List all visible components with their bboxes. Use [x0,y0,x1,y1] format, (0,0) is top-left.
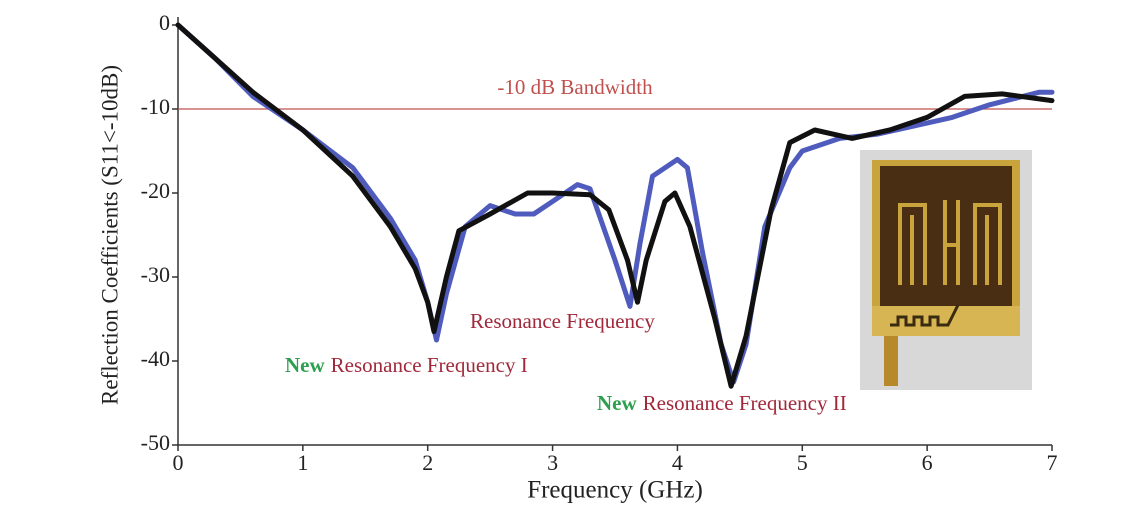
annotation-part: Resonance Frequency I [331,353,528,377]
y-axis-label: Reflection Coefficients (S11<-10dB) [97,65,122,405]
inset-photo [860,150,1032,390]
y-tick-label: -50 [141,430,170,455]
y-tick-label: -20 [141,178,170,203]
y-tick-label: 0 [159,10,170,35]
x-tick-label: 6 [922,450,933,475]
reference-label: -10 dB Bandwidth [497,75,653,99]
y-tick-label: -40 [141,346,170,371]
annotation: New Resonance Frequency II [597,391,847,415]
x-tick-label: 2 [422,450,433,475]
slots [898,200,1002,285]
x-tick-label: 7 [1047,450,1058,475]
annotation: Resonance Frequency [470,309,655,333]
x-tick-label: 4 [672,450,683,475]
x-tick-label: 0 [173,450,184,475]
annotation-part: New [597,391,637,415]
annotation: New Resonance Frequency I [285,353,528,377]
ground [872,306,1020,336]
annotation-part: Resonance Frequency [470,309,655,333]
x-tick-label: 5 [797,450,808,475]
y-tick-label: -30 [141,262,170,287]
annotation-part: New [285,353,325,377]
x-tick-label: 3 [547,450,558,475]
x-axis-label: Frequency (GHz) [527,477,703,504]
series-line [175,22,1055,385]
feed-line [890,304,960,327]
x-tick-label: 1 [297,450,308,475]
series-line [175,22,1055,389]
connector [884,336,898,386]
annotation-part: Resonance Frequency II [643,391,847,415]
y-tick-label: -10 [141,94,170,119]
